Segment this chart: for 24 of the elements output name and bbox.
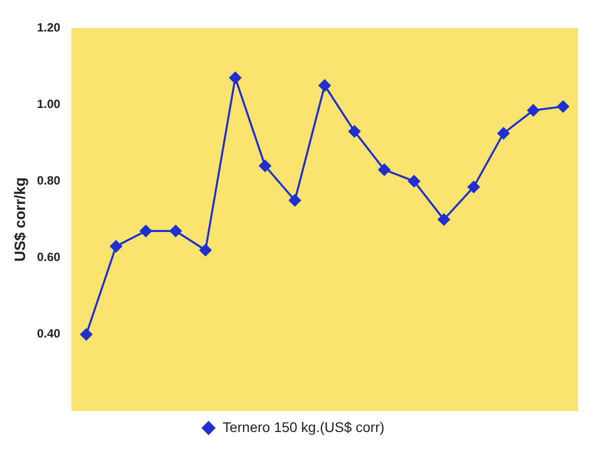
y-axis-title: US$ corr/kg	[12, 177, 30, 262]
point	[408, 175, 420, 188]
point	[259, 160, 272, 172]
point	[378, 164, 390, 176]
point	[468, 180, 480, 193]
legend-label: Ternero 150 kg.(US$ corr)	[222, 418, 384, 435]
y-tick-label: 0.60	[36, 250, 61, 264]
point	[170, 224, 182, 237]
y-tick-label: 1.20	[36, 20, 61, 34]
y-tick-label: 1.00	[36, 96, 61, 111]
point	[527, 104, 540, 116]
point	[348, 125, 360, 138]
y-tick-label: 0.40	[36, 326, 61, 341]
point	[318, 79, 331, 92]
point	[110, 240, 122, 252]
point	[199, 244, 212, 256]
point	[288, 194, 301, 206]
point	[497, 127, 510, 140]
point	[140, 224, 152, 237]
point	[229, 72, 242, 84]
point	[438, 214, 450, 226]
point	[557, 100, 570, 113]
y-tick-label: 0.80	[36, 174, 61, 188]
point	[80, 328, 92, 340]
